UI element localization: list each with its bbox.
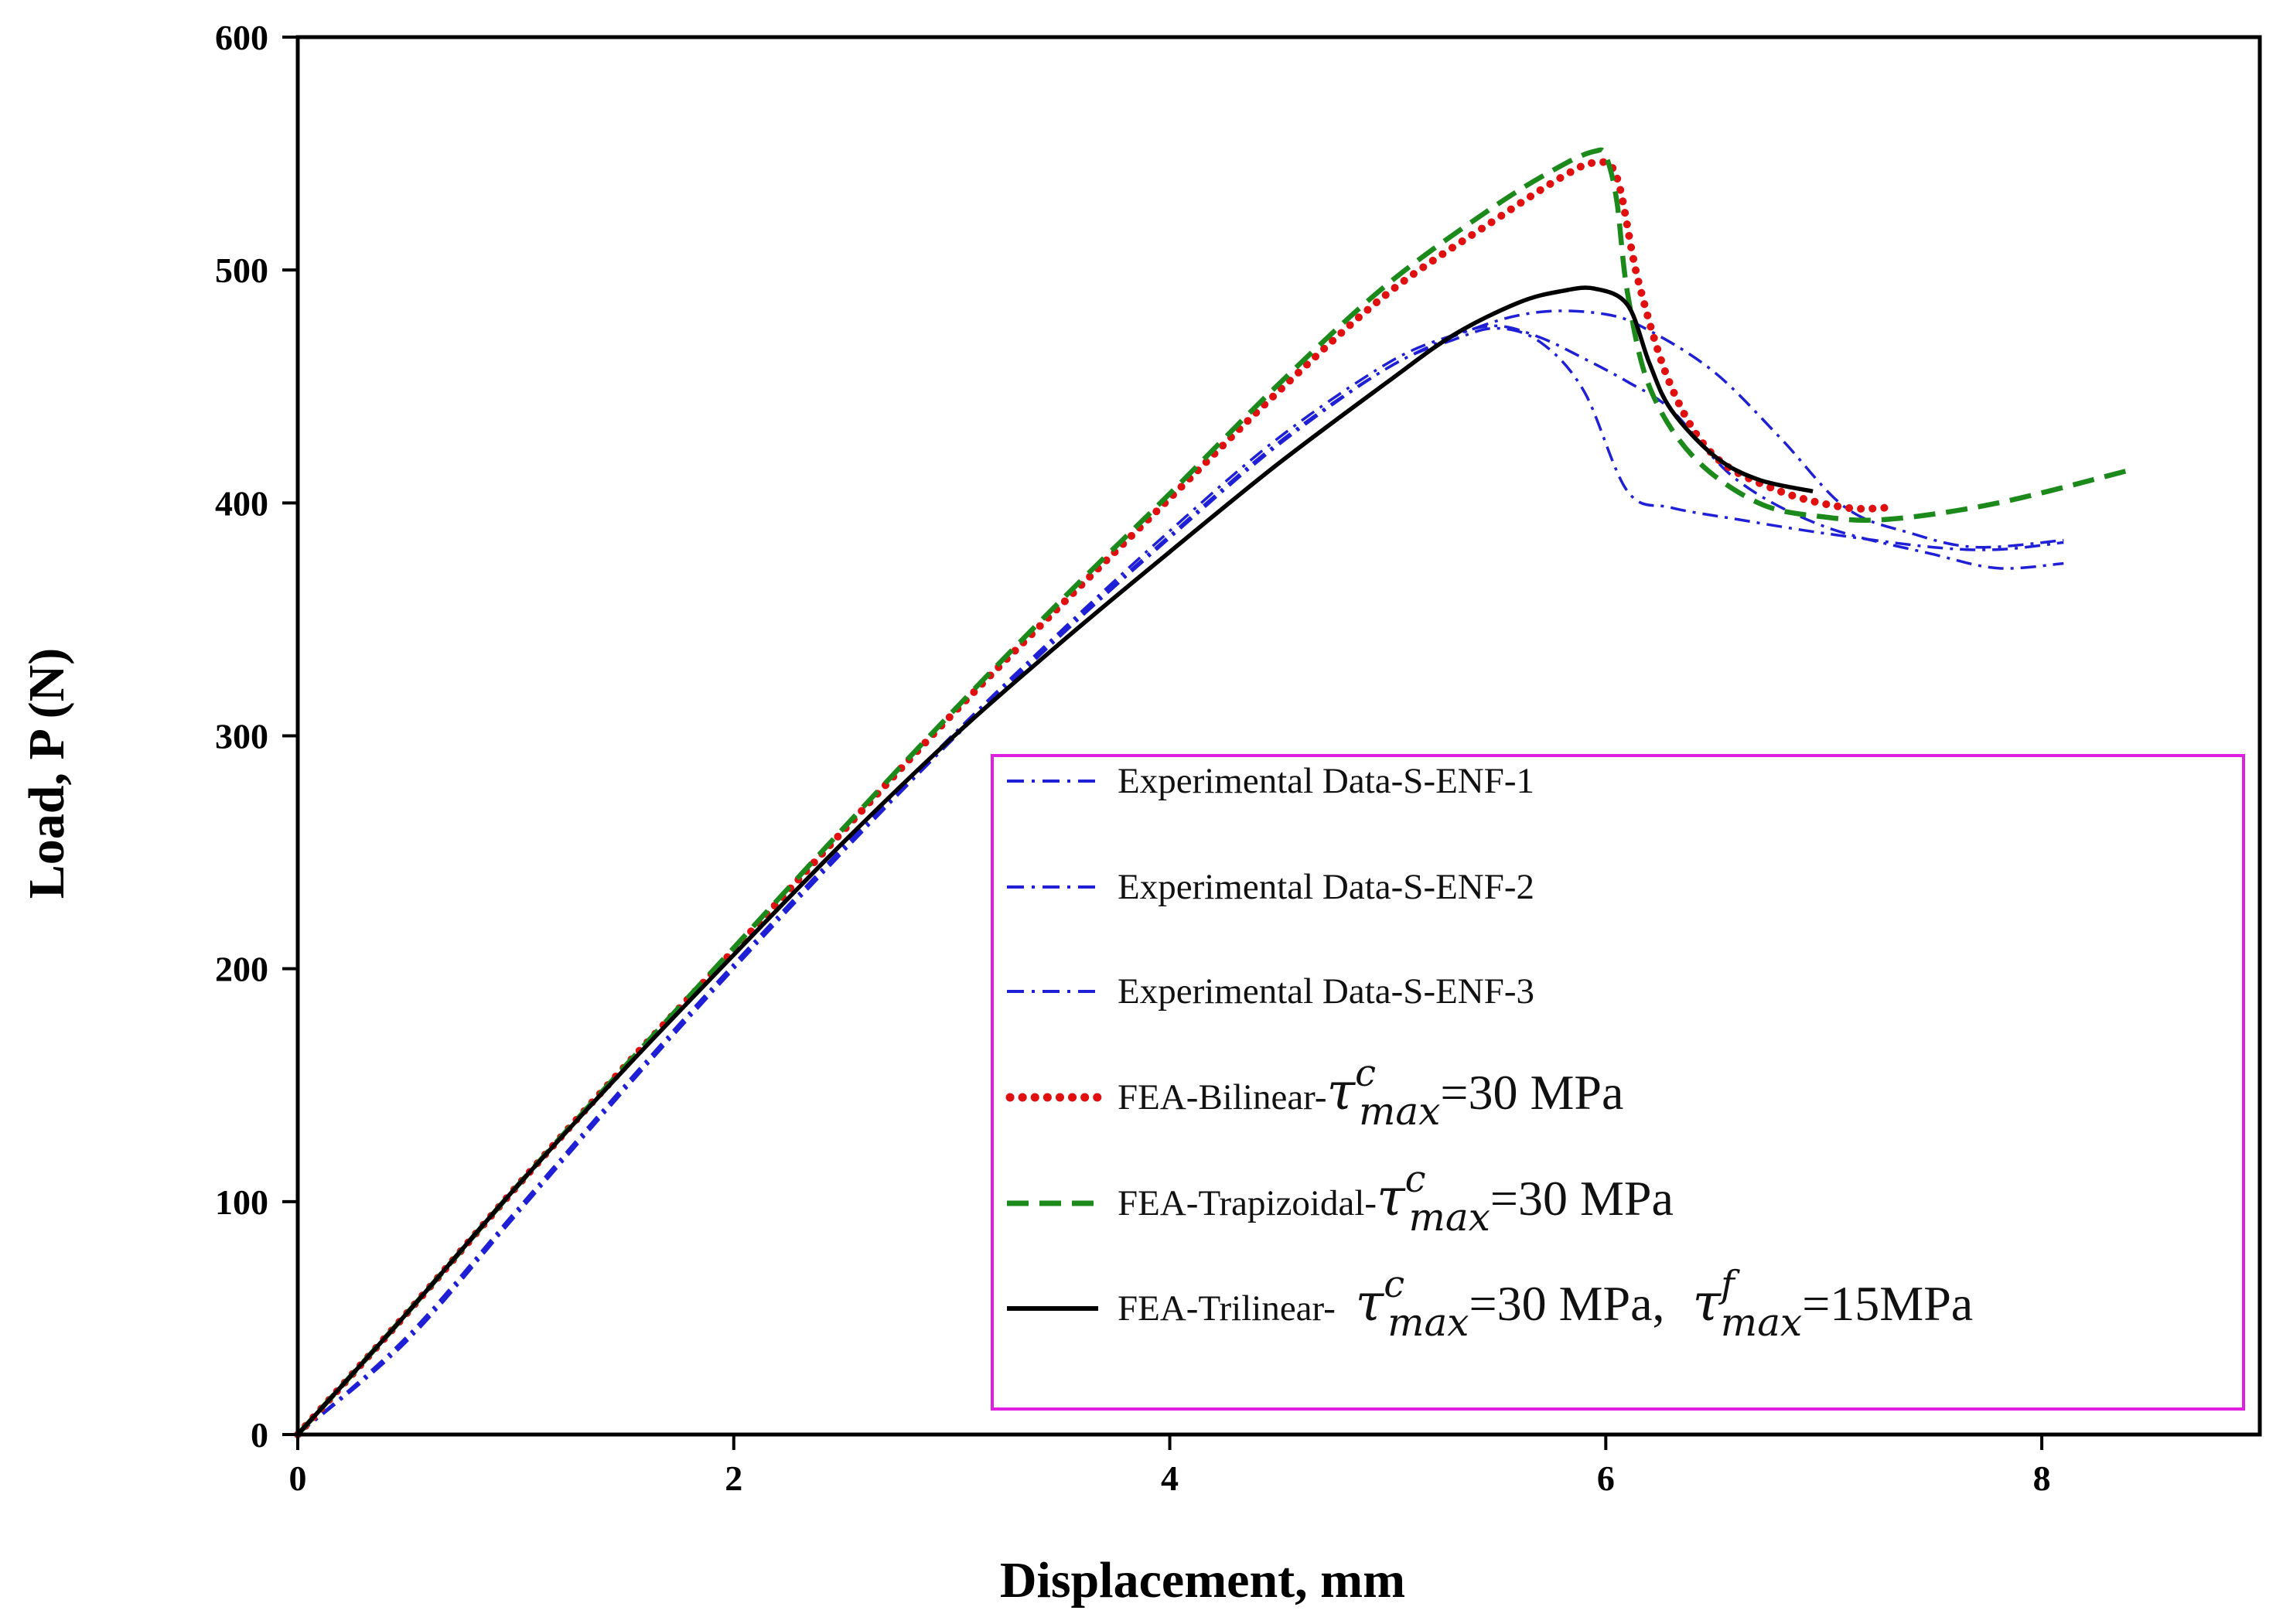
series-line-1 bbox=[296, 326, 2064, 1436]
y-tick-label: 300 bbox=[215, 717, 268, 756]
tick-layer: 0 2 4 6 8 0 100 200 300 400 500 600 bbox=[215, 18, 2051, 1498]
legend-label-trilinear: FEA-Trilinear- τc max=30 MPa, τf max=15MPa bbox=[1118, 1263, 1973, 1345]
y-tick-label: 600 bbox=[215, 18, 268, 57]
legend-label-trapezoidal: FEA-Trapizoidal-τc max=30 MPa bbox=[1118, 1158, 1674, 1240]
series-line-3 bbox=[296, 309, 2064, 1436]
legend: Experimental Data-S-ENF-1 Experimental D… bbox=[991, 754, 2245, 1411]
x-tick-label: 2 bbox=[725, 1459, 742, 1498]
y-axis-title: Load, P (N) bbox=[19, 648, 75, 899]
y-tick-label: 400 bbox=[215, 483, 268, 523]
x-tick-label: 4 bbox=[1161, 1459, 1179, 1498]
x-tick-label: 0 bbox=[289, 1459, 307, 1498]
x-axis-title: Displacement, mm bbox=[1000, 1552, 1405, 1609]
curve-layer bbox=[294, 147, 2130, 1438]
series-line-2 bbox=[296, 324, 2064, 1436]
series-line-5 bbox=[295, 147, 2130, 1437]
x-tick-label: 6 bbox=[1597, 1459, 1615, 1498]
legend-box bbox=[991, 754, 2245, 1411]
y-tick-label: 200 bbox=[215, 950, 268, 989]
legend-label-exp-1: Experimental Data-S-ENF-1 bbox=[1118, 761, 1534, 801]
legend-label-bilinear: FEA-Bilinear-τc max=30 MPa bbox=[1118, 1052, 1623, 1134]
y-tick-label: 100 bbox=[215, 1182, 268, 1222]
y-tick-label: 500 bbox=[215, 251, 268, 290]
legend-label-exp-3: Experimental Data-S-ENF-3 bbox=[1118, 971, 1534, 1012]
legend-label-exp-2: Experimental Data-S-ENF-2 bbox=[1118, 867, 1534, 907]
series-line-6 bbox=[295, 285, 1814, 1436]
x-tick-label: 8 bbox=[2033, 1459, 2051, 1498]
y-tick-label: 0 bbox=[251, 1415, 268, 1455]
